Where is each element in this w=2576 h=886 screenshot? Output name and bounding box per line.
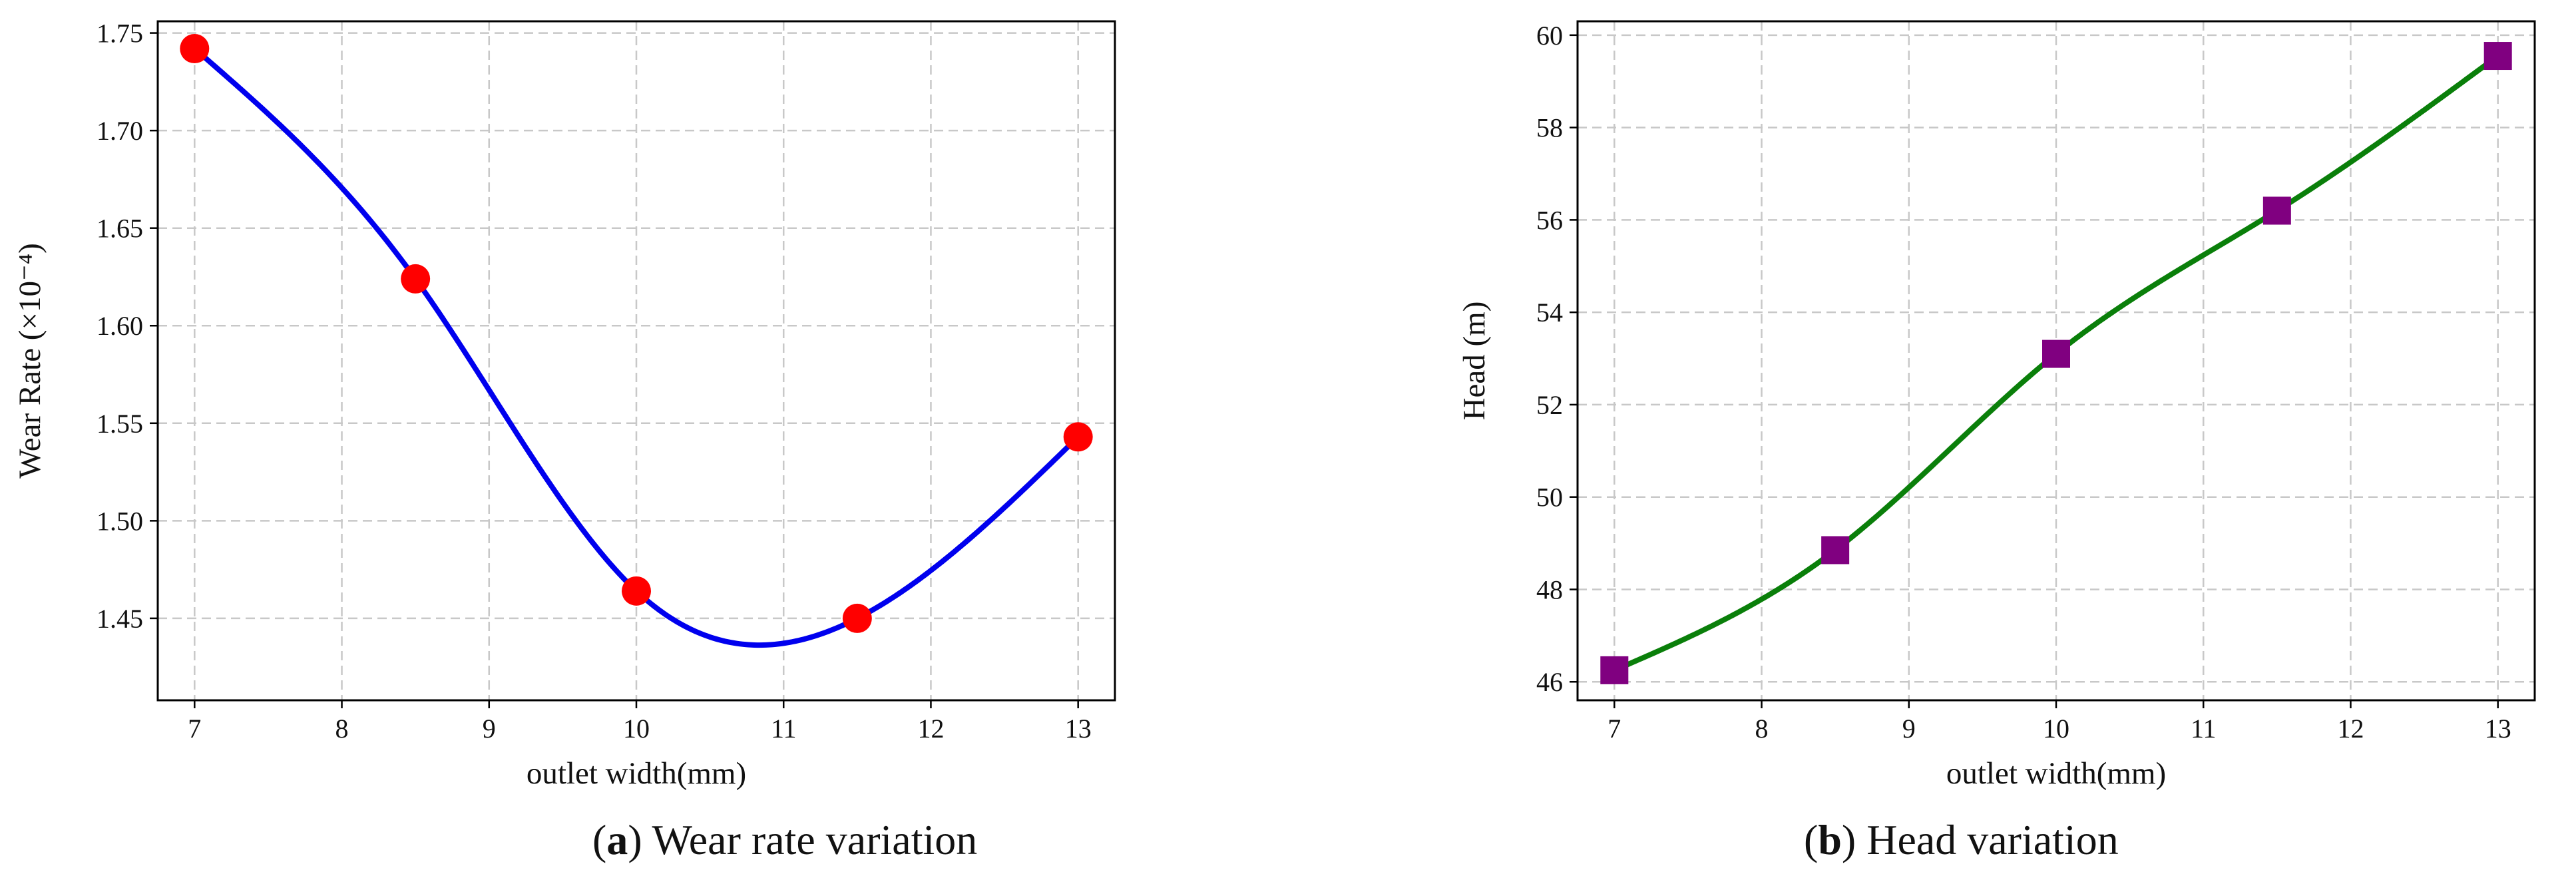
data-point <box>2042 339 2070 368</box>
x-tick-label: 9 <box>1902 714 1916 744</box>
y-tick-label: 54 <box>1536 298 1563 328</box>
y-tick-label: 60 <box>1536 21 1563 51</box>
data-point <box>2483 42 2512 71</box>
x-axis-label: outlet width(mm) <box>527 756 746 791</box>
x-tick-label: 13 <box>2485 714 2511 744</box>
x-tick-label: 12 <box>917 714 944 744</box>
y-axis-label: Head (m) <box>1457 302 1492 421</box>
y-tick-label: 1.50 <box>97 506 143 536</box>
y-tick-label: 46 <box>1536 667 1563 697</box>
data-point <box>1063 422 1093 452</box>
x-tick-label: 8 <box>1755 714 1769 744</box>
x-tick-label: 13 <box>1065 714 1092 744</box>
data-point <box>2262 196 2291 225</box>
x-axis-label: outlet width(mm) <box>1946 756 2166 791</box>
axes-frame <box>156 20 1116 702</box>
y-tick-label: 50 <box>1536 483 1563 513</box>
caption-b: (b) Head variation <box>1804 816 2119 863</box>
x-tick-label: 11 <box>771 714 797 744</box>
x-tick-label: 10 <box>623 714 650 744</box>
data-point <box>842 603 872 633</box>
x-tick-label: 10 <box>2043 714 2069 744</box>
x-tick-label: 8 <box>335 714 349 744</box>
chart-panel-a: 7 8 9 10 11 12 13 1.45 1.50 1.55 1.60 1.65 1.70 1.75 o… <box>13 19 1116 791</box>
y-tick-label: 56 <box>1536 205 1563 235</box>
axes-frame <box>1576 20 2536 702</box>
chart-panel-b: 7 8 9 10 11 12 13 46 48 50 52 54 56 58 60 outlet width(… <box>1457 20 2536 791</box>
y-tick-label: 1.60 <box>97 311 143 341</box>
y-tick-label: 1.55 <box>97 409 143 439</box>
y-tick-label: 1.70 <box>97 116 143 146</box>
data-point <box>1821 536 1850 564</box>
y-tick-label: 1.75 <box>97 19 143 49</box>
data-point <box>401 264 431 294</box>
y-tick-label: 1.45 <box>97 604 143 634</box>
caption-a: (a) Wear rate variation <box>592 816 978 863</box>
y-tick-label: 48 <box>1536 574 1563 604</box>
y-axis-label: Wear Rate (×10⁻⁴) <box>13 243 47 479</box>
y-tick-label: 1.65 <box>97 214 143 244</box>
data-point <box>622 576 651 606</box>
x-tick-label: 7 <box>1608 714 1621 744</box>
y-tick-label: 52 <box>1536 390 1563 420</box>
x-tick-label: 12 <box>2337 714 2364 744</box>
x-tick-label: 9 <box>483 714 496 744</box>
x-tick-label: 11 <box>2191 714 2217 744</box>
data-point <box>1600 656 1629 684</box>
y-tick-label: 58 <box>1536 113 1563 143</box>
x-tick-label: 7 <box>188 714 201 744</box>
data-point <box>180 34 210 64</box>
